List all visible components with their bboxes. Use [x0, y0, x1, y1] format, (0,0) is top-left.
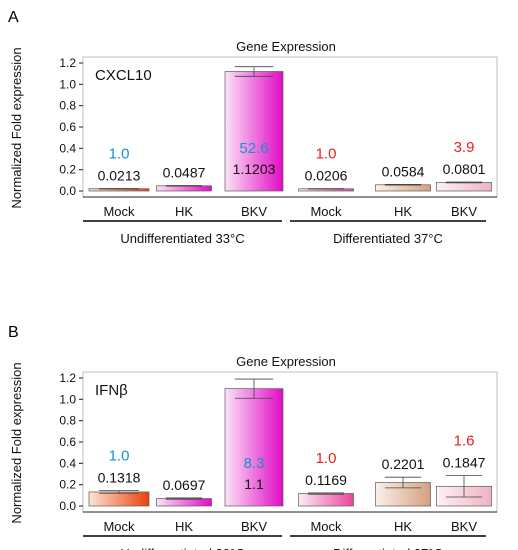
- y-tick-label: 0.4: [59, 456, 76, 470]
- group-label: Undifferentiated 33°C: [120, 231, 244, 246]
- bar: [224, 71, 284, 192]
- y-tick-label: 0.2: [59, 163, 76, 177]
- x-tick-label: BKV: [451, 204, 477, 219]
- bar: [156, 498, 212, 507]
- x-tick-label: BKV: [241, 204, 267, 219]
- plot-frame: [82, 371, 498, 513]
- x-tick-label: Mock: [103, 519, 135, 534]
- group-label: Differentiated 37°C: [333, 231, 443, 246]
- x-tick-label: HK: [394, 204, 412, 219]
- fold-change-label: 1.0: [316, 450, 337, 467]
- y-tick-label: 0.0: [59, 184, 76, 198]
- group-label: Differentiated 37°C: [333, 546, 443, 550]
- bar: [224, 388, 284, 507]
- group-label: Undifferentiated 33°C: [120, 546, 244, 550]
- y-tick-label: 1.2: [59, 371, 76, 385]
- y-tick-label: 1.0: [59, 77, 76, 91]
- fold-change-label: 1.6: [454, 433, 475, 450]
- y-tick-label: 1.2: [59, 56, 76, 70]
- fold-change-label: 1.0: [109, 448, 130, 465]
- y-tick-label: 0.2: [59, 478, 76, 492]
- chart-title: Gene Expression: [236, 354, 336, 369]
- chart-panel-A: A Gene Expression CXCL10 Normalized Fold ex…: [8, 9, 498, 246]
- y-tick-label: 0.8: [59, 99, 76, 113]
- y-tick-label: 0.6: [59, 120, 76, 134]
- bar: [298, 493, 354, 507]
- chart-title: Gene Expression: [236, 39, 336, 54]
- y-tick-label: 0.4: [59, 141, 76, 155]
- y-tick-label: 1.0: [59, 392, 76, 406]
- data-label: 0.1318: [98, 470, 141, 486]
- data-label: 0.0697: [163, 477, 206, 493]
- bar: [375, 184, 431, 192]
- data-label: 0.1847: [443, 455, 486, 471]
- bar: [436, 182, 492, 192]
- x-tick-label: BKV: [241, 519, 267, 534]
- y-tick-label: 0.8: [59, 414, 76, 428]
- data-label: 0.2201: [382, 456, 425, 472]
- x-tick-label: HK: [175, 519, 193, 534]
- gene-label: CXCL10: [95, 67, 152, 84]
- data-label: 0.0584: [382, 163, 425, 179]
- data-label: 1.1: [244, 476, 264, 492]
- y-tick-label: 0.0: [59, 499, 76, 513]
- data-label: 0.1169: [305, 472, 347, 488]
- x-tick-label: BKV: [451, 519, 477, 534]
- data-label: 0.0206: [305, 168, 348, 184]
- fold-change-label: 3.9: [454, 139, 475, 156]
- y-axis-label: Normalized Fold expression: [9, 47, 24, 208]
- fold-change-label: 8.3: [244, 455, 265, 472]
- y-tick-label: 0.6: [59, 435, 76, 449]
- gene-label: IFNβ: [95, 382, 128, 399]
- panel-letter: B: [8, 324, 19, 341]
- fold-change-label: 1.0: [316, 146, 337, 163]
- fold-change-label: 52.6: [239, 140, 268, 157]
- data-label: 0.0487: [163, 164, 206, 180]
- x-tick-label: HK: [394, 519, 412, 534]
- bar: [88, 491, 150, 507]
- data-label: 0.0801: [443, 161, 486, 177]
- data-label: 0.0213: [98, 168, 141, 184]
- data-label: 1.1203: [233, 161, 276, 177]
- x-tick-label: Mock: [310, 519, 342, 534]
- x-tick-label: Mock: [103, 204, 135, 219]
- fold-change-label: 1.0: [109, 146, 130, 163]
- x-tick-label: HK: [175, 204, 193, 219]
- y-axis-label: Normalized Fold expression: [9, 362, 24, 523]
- panel-letter: A: [8, 9, 19, 26]
- chart-panel-B: B Gene Expression IFNβ Normalized Fold expr…: [8, 324, 498, 550]
- x-tick-label: Mock: [310, 204, 342, 219]
- bar: [156, 185, 212, 192]
